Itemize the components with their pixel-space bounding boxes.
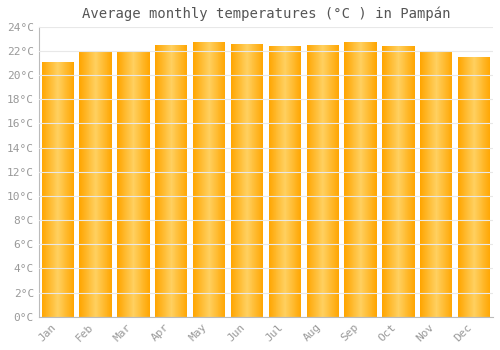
Title: Average monthly temperatures (°C ) in Pampán: Average monthly temperatures (°C ) in Pa… (82, 7, 450, 21)
